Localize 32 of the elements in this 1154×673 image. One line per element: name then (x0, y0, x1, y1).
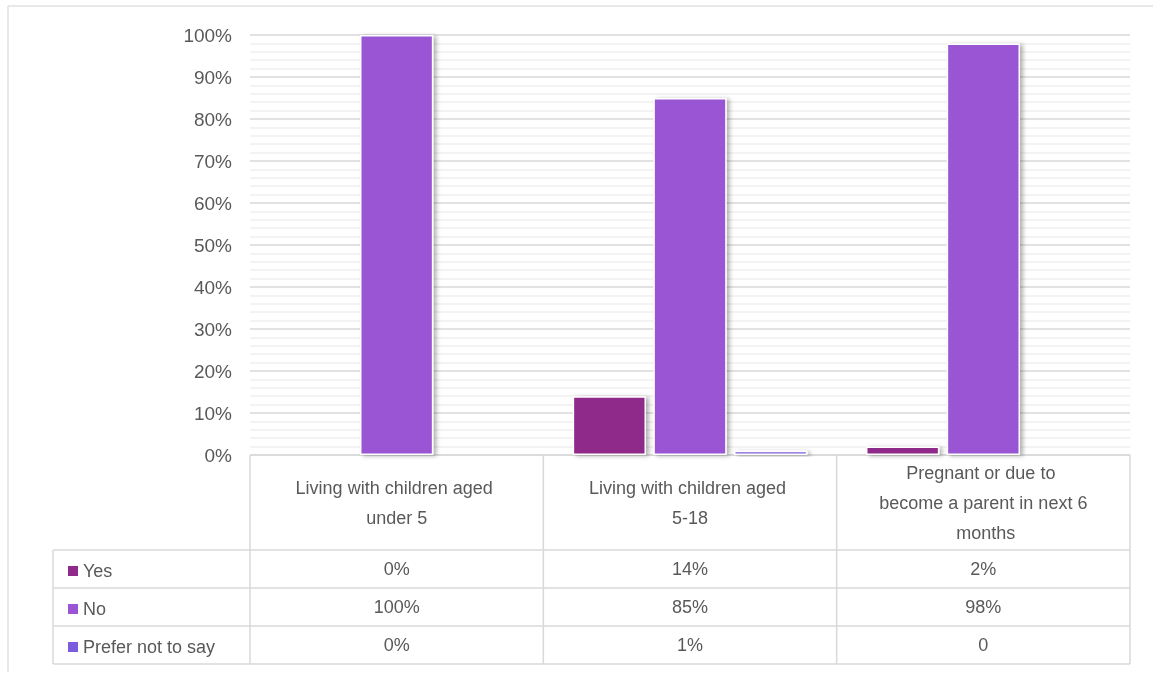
data-label: 98% (965, 597, 1002, 617)
legend-label: Prefer not to say (83, 637, 216, 657)
y-tick-label: 10% (193, 402, 233, 424)
y-tick-label: 90% (193, 66, 233, 88)
x-tick-label: Pregnant or due to become a parent in next 6 months (879, 462, 1088, 543)
data-label: 14% (671, 559, 709, 579)
y-tick-label: 100% (183, 24, 233, 46)
legend-label: No (83, 599, 107, 619)
y-tick-label: 80% (193, 108, 233, 130)
data-label: 0% (383, 559, 410, 579)
y-tick-label: 60% (193, 192, 233, 214)
bar (866, 446, 940, 455)
bar (734, 450, 808, 455)
y-tick-label: 50% (193, 234, 233, 256)
x-tick-label: Living with children aged under 5 (295, 477, 498, 528)
y-tick-label: 0% (204, 444, 233, 466)
data-label: 0% (383, 635, 410, 655)
y-tick-label: 30% (193, 318, 233, 340)
bar (653, 98, 727, 455)
bar (360, 35, 434, 455)
data-label: 85% (671, 597, 709, 617)
y-tick-label: 70% (193, 150, 233, 172)
bar (572, 396, 646, 455)
data-label: 100% (373, 597, 420, 617)
x-tick-label: Living with children aged 5-18 (588, 477, 792, 528)
bar (946, 43, 1020, 455)
data-label: 0 (978, 635, 989, 655)
data-label: 1% (676, 635, 704, 655)
y-tick-label: 20% (193, 360, 233, 382)
data-label: 2% (970, 559, 997, 579)
y-tick-label: 40% (193, 276, 233, 298)
legend-label: Yes (83, 561, 113, 581)
